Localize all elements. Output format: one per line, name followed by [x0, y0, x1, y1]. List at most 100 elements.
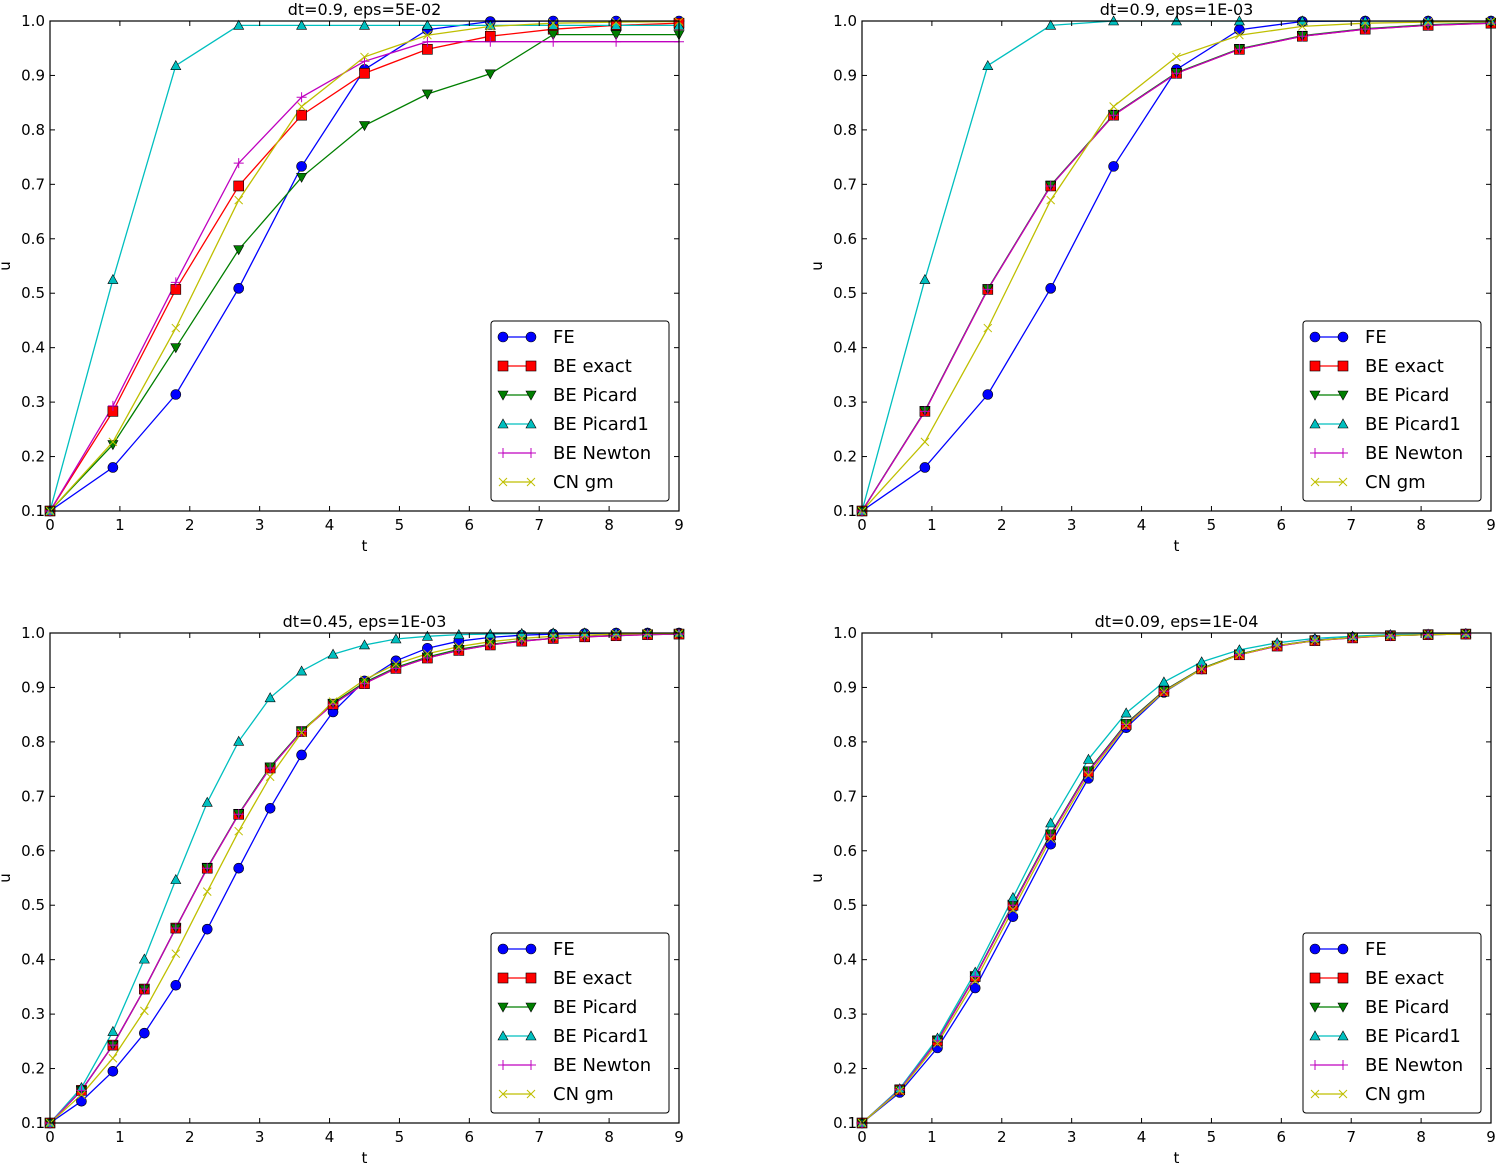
x-tick-label: 7 — [534, 516, 544, 534]
data-point-be-newton — [1045, 180, 1056, 191]
data-point-be-picard1 — [107, 1025, 119, 1036]
y-tick-label: 0.8 — [21, 733, 45, 751]
y-axis-label: u — [808, 873, 826, 883]
y-tick-label: 0.5 — [833, 896, 857, 914]
axes-frame — [861, 20, 1492, 512]
data-point-cn-gm — [970, 976, 980, 986]
data-point-be-picard1 — [421, 630, 433, 641]
legend-marker — [526, 448, 536, 458]
x-tick-label: 6 — [465, 1128, 475, 1146]
data-point-be-picard1 — [107, 273, 119, 284]
y-tick-label: 1.0 — [21, 624, 45, 642]
legend-marker — [497, 1030, 509, 1041]
data-point-be-picard — [107, 440, 119, 451]
data-point-be-picard — [484, 69, 496, 80]
data-point-be-newton — [611, 630, 622, 641]
y-tick-label: 0.4 — [833, 339, 857, 357]
data-point-be-newton — [611, 36, 622, 47]
x-tick-label: 1 — [115, 1128, 125, 1146]
data-point-cn-gm — [1159, 687, 1169, 697]
y-tick-label: 0.4 — [833, 951, 857, 969]
legend-item-be-picard1: BE Picard1 — [1309, 1026, 1461, 1047]
data-point-be-newton — [1171, 68, 1182, 79]
marker-group — [856, 627, 1472, 1129]
y-tick-label: 0.3 — [833, 393, 857, 411]
data-point-cn-gm — [360, 52, 369, 62]
data-point-fe — [1234, 24, 1245, 36]
data-point-be-newton — [296, 726, 307, 737]
y-tick-label: 0.2 — [21, 1060, 45, 1078]
subplot-dt-0.9-eps-1e-03: 0 1 2 3 4 5 6 7 8 9 0.1 0.2 0.3 0.4 0.5 0.6 0.7 0.8 0.9 1.0… — [808, 0, 1496, 555]
legend-marker — [1309, 331, 1321, 343]
x-axis-label: t — [1174, 537, 1180, 555]
legend-marker — [525, 972, 537, 984]
y-tick-label: 0.6 — [833, 842, 857, 860]
data-point-be-newton — [107, 1040, 118, 1051]
legend-label: BE Picard1 — [553, 414, 649, 435]
data-point-be-newton — [970, 971, 981, 982]
data-point-be-newton — [1007, 900, 1018, 911]
data-point-cn-gm — [265, 772, 275, 782]
data-point-be-picard — [610, 30, 622, 41]
legend-marker — [1309, 1002, 1321, 1013]
x-tick-label: 0 — [45, 1128, 55, 1146]
data-point-be-newton — [982, 284, 993, 295]
legend-label: BE Picard — [1365, 997, 1449, 1018]
data-point-be-picard1 — [138, 953, 150, 964]
legend-item-be-picard1: BE Picard1 — [497, 1026, 649, 1047]
y-tick-label: 0.3 — [21, 1005, 45, 1023]
x-tick-label: 5 — [395, 516, 405, 534]
data-point-cn-gm — [139, 1006, 149, 1016]
data-point-cn-gm — [234, 826, 244, 836]
x-tick-label: 6 — [1277, 516, 1287, 534]
legend-item-be-newton: BE Newton — [498, 1055, 651, 1076]
data-point-cn-gm — [1235, 30, 1244, 40]
data-point-cn-gm — [328, 697, 338, 706]
data-point-cn-gm — [171, 949, 181, 959]
data-point-be-picard1 — [1045, 817, 1057, 828]
data-point-be-newton — [76, 1085, 87, 1096]
x-tick-label: 9 — [1486, 516, 1496, 534]
legend-marker — [498, 477, 508, 487]
x-tick-label: 1 — [927, 516, 937, 534]
x-tick-label: 9 — [674, 1128, 684, 1146]
data-point-fe — [170, 979, 182, 991]
data-point-be-newton — [296, 92, 307, 103]
x-tick-label: 9 — [1486, 1128, 1496, 1146]
legend-item-be-picard1: BE Picard1 — [497, 414, 649, 435]
data-point-fe — [296, 749, 307, 761]
legend-label: BE Picard — [553, 997, 637, 1018]
legend-label: BE Picard — [553, 385, 637, 406]
x-tick-label: 5 — [395, 1128, 405, 1146]
data-point-cn-gm — [1109, 102, 1118, 111]
data-point-fe — [422, 642, 433, 654]
subplot-title: dt=0.9, eps=5E-02 — [288, 0, 442, 19]
legend-marker — [497, 360, 509, 372]
data-point-fe — [107, 1065, 119, 1077]
x-tick-label: 9 — [674, 516, 684, 534]
legend-item-be-exact: BE exact — [1309, 356, 1444, 377]
y-tick-label: 0.7 — [833, 787, 857, 805]
legend-marker — [1310, 448, 1320, 458]
x-tick-label: 2 — [997, 1128, 1007, 1146]
data-point-be-picard — [358, 121, 371, 132]
data-point-cn-gm — [171, 323, 181, 333]
legend-marker — [1338, 477, 1348, 487]
legend-marker — [498, 1089, 508, 1099]
y-tick-label: 1.0 — [21, 12, 45, 30]
data-point-be-newton — [170, 923, 181, 934]
legend-label: BE exact — [553, 968, 632, 989]
legend-label: BE Newton — [1365, 443, 1463, 464]
x-tick-label: 4 — [1137, 516, 1147, 534]
legend-item-be-newton: BE Newton — [1310, 443, 1463, 464]
data-point-cn-gm — [485, 637, 495, 647]
data-point-be-picard1 — [390, 633, 402, 644]
legend-marker — [1310, 1089, 1320, 1099]
data-point-fe — [233, 862, 244, 874]
data-point-be-newton — [548, 633, 559, 644]
data-point-fe — [76, 1095, 87, 1107]
x-tick-label: 4 — [325, 516, 335, 534]
y-tick-label: 0.2 — [833, 1060, 857, 1078]
y-tick-label: 0.6 — [833, 230, 857, 248]
